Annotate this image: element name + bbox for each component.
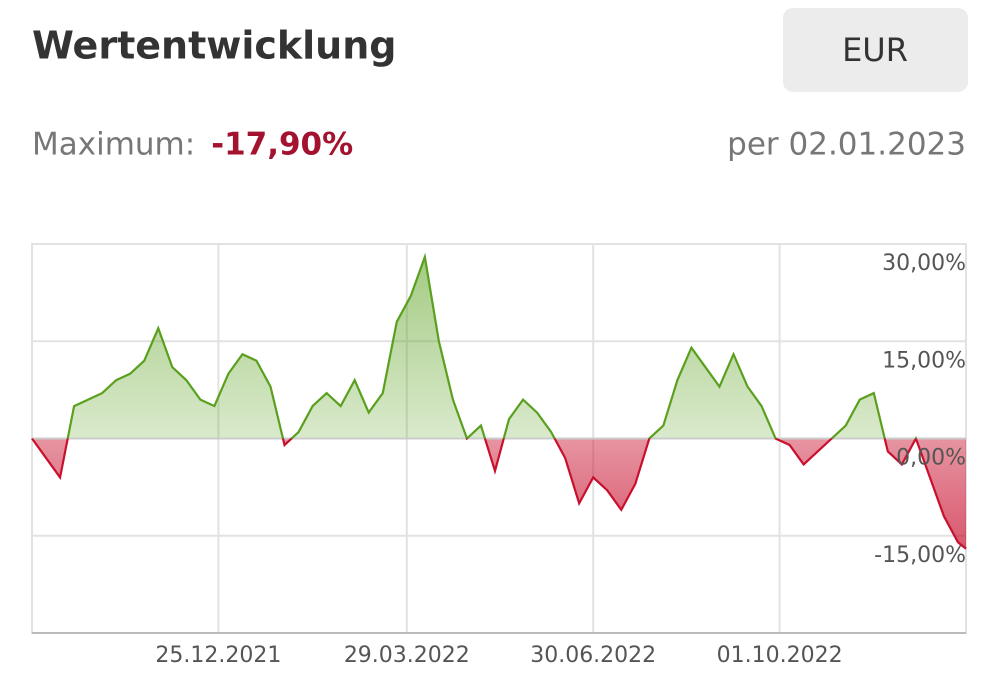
x-tick-label: 29.03.2022 [344,643,470,668]
maximum-value: -17,90% [211,127,353,163]
area-positive [32,256,966,439]
y-tick-label: 0,00% [896,446,966,471]
maximum-label: Maximum: [32,127,195,163]
line-positive [32,252,918,439]
x-tick-label: 30.06.2022 [530,643,656,668]
as-of-date: per 02.01.2023 [727,127,966,163]
y-tick-label: -15,00% [874,543,966,568]
line-negative [31,438,967,550]
x-tick-label: 25.12.2021 [155,643,281,668]
currency-button[interactable] [783,8,968,92]
chart-title: Wertentwicklung [32,24,397,68]
currency-label[interactable]: EUR [842,31,908,69]
y-tick-label: 30,00% [882,251,966,276]
y-tick-label: 15,00% [882,348,966,373]
x-tick-label: 01.10.2022 [717,643,843,668]
